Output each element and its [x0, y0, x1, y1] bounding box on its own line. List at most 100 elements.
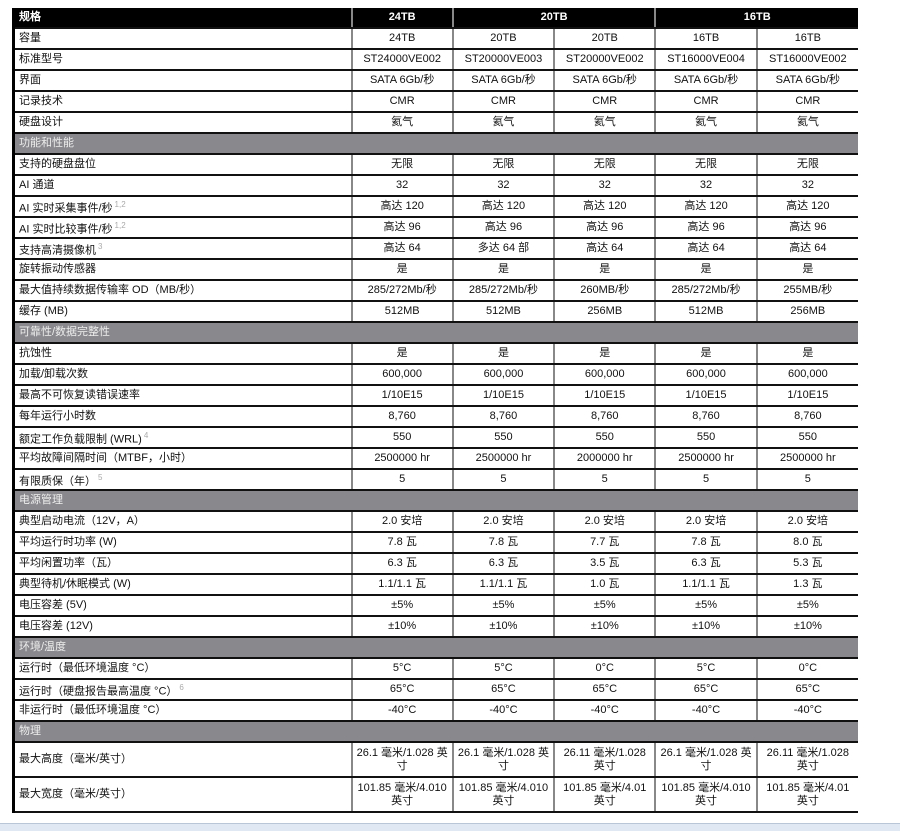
row-label: 加载/卸载次数 — [19, 368, 89, 380]
row-label-cell: 电压容差 (12V) — [13, 616, 352, 638]
row-label: 有限质保（年） — [19, 475, 96, 488]
window-bottom-bar — [0, 823, 900, 831]
table-row: AI 实时采集事件/秒 1,2 高达 120 高达 120 高达 120 高达 120 高达… — [13, 196, 858, 218]
row-label-cell: 支持的硬盘盘位 — [13, 154, 352, 176]
row-value: 无限 — [755, 154, 858, 176]
row-value: ST20000VE003 — [451, 49, 555, 71]
row-label-cell: 标准型号 — [13, 49, 352, 71]
row-label-cell: 容量 — [13, 28, 352, 50]
row-value: 2.0 安培 — [654, 511, 757, 533]
row-label: 典型待机/休眠模式 (W) — [19, 578, 131, 590]
row-value: 550 — [350, 427, 453, 449]
row-value: 255MB/秒 — [755, 280, 858, 302]
row-label: AI 实时比较事件/秒 — [19, 223, 113, 236]
row-value: 无限 — [553, 154, 656, 176]
row-value: 600,000 — [451, 364, 555, 386]
footnote-ref: 1,2 — [114, 220, 126, 230]
table-row: 典型待机/休眠模式 (W) 1.1/1.1 瓦 1.1/1.1 瓦 1.0 瓦 1.1/… — [13, 574, 858, 596]
row-label: 标准型号 — [19, 53, 63, 65]
row-value: 5°C — [350, 658, 453, 680]
row-label: 抗蚀性 — [19, 347, 52, 359]
row-value: 1.1/1.1 瓦 — [654, 574, 757, 596]
row-value: 1.3 瓦 — [755, 574, 858, 596]
row-label: 平均运行时功率 (W) — [19, 536, 117, 548]
footnote-ref: 1,2 — [114, 199, 126, 209]
table-row: 界面 SATA 6Gb/秒 SATA 6Gb/秒 SATA 6Gb/秒 SATA 6Gb… — [13, 70, 858, 92]
row-value: 氦气 — [755, 112, 858, 134]
row-value: 65°C — [350, 679, 453, 701]
row-value: 1/10E15 — [553, 385, 656, 407]
row-value: ±10% — [451, 616, 555, 638]
row-label-cell: 硬盘设计 — [13, 112, 352, 134]
table-row: 硬盘设计 氦气 氦气 氦气 氦气 氦气 — [13, 112, 858, 134]
table-row: 缓存 (MB) 512MB 512MB 256MB 512MB 256MB — [13, 301, 858, 323]
table-row: 电压容差 (12V) ±10% ±10% ±10% ±10% ±10% — [13, 616, 858, 638]
row-label: 旋转振动传感器 — [19, 263, 96, 275]
row-value: 0°C — [553, 658, 656, 680]
table-row: 平均故障间隔时间（MTBF，小时） 2500000 hr 2500000 hr 200… — [13, 448, 858, 470]
row-value: -40°C — [553, 700, 656, 722]
row-value: 是 — [350, 343, 453, 365]
table-row: 最大宽度（毫米/英寸） 101.85 毫米/4.010 英寸 101.85 毫米/4… — [13, 777, 858, 813]
row-value: ±5% — [654, 595, 757, 617]
row-value: 5°C — [451, 658, 555, 680]
row-value: 285/272Mb/秒 — [451, 280, 555, 302]
row-value: CMR — [350, 91, 453, 113]
row-label: 每年运行小时数 — [19, 410, 96, 422]
row-value: 65°C — [451, 679, 555, 701]
row-value: 5°C — [654, 658, 757, 680]
row-value: -40°C — [654, 700, 757, 722]
row-value: 高达 64 — [755, 238, 858, 260]
row-value: 5 — [654, 469, 757, 491]
row-value: 多达 64 部 — [451, 238, 555, 260]
spec-table: 规格 24TB 20TB 16TB 容量 24TB 20TB 20TB 16TB 16TB 标准型号… — [12, 8, 858, 813]
row-value: 1.1/1.1 瓦 — [451, 574, 555, 596]
row-label-cell: 抗蚀性 — [13, 343, 352, 365]
row-value: 16TB — [755, 28, 858, 50]
row-label: 电压容差 (12V) — [19, 620, 93, 632]
row-value: 20TB — [451, 28, 555, 50]
row-value: 7.8 瓦 — [451, 532, 555, 554]
row-value: 5 — [553, 469, 656, 491]
table-row: 非运行时（最低环境温度 °C） -40°C -40°C -40°C -40°C -40°C — [13, 700, 858, 722]
row-value: 是 — [451, 259, 555, 281]
row-label: 最大宽度（毫米/英寸） — [19, 788, 133, 800]
row-value: 600,000 — [755, 364, 858, 386]
row-label-cell: 典型待机/休眠模式 (W) — [13, 574, 352, 596]
row-value: 26.11 毫米/1.028 英寸 — [553, 742, 656, 778]
section-header: 电源管理 — [13, 490, 858, 512]
row-value: 101.85 毫米/4.010 英寸 — [654, 777, 757, 813]
row-label: 容量 — [19, 32, 41, 44]
row-label: 典型启动电流（12V，A） — [19, 515, 145, 527]
row-value: 1.1/1.1 瓦 — [350, 574, 453, 596]
row-value: 2500000 hr — [755, 448, 858, 470]
row-label-cell: 旋转振动传感器 — [13, 259, 352, 281]
row-value: 高达 64 — [350, 238, 453, 260]
row-label-cell: 记录技术 — [13, 91, 352, 113]
row-label-cell: 运行时（硬盘报告最高温度 °C） 6 — [13, 679, 352, 701]
row-value: 高达 120 — [451, 196, 555, 218]
row-value: 7.8 瓦 — [350, 532, 453, 554]
header-capacity-group: 20TB — [451, 8, 656, 29]
row-value: 氦气 — [350, 112, 453, 134]
row-value: 高达 64 — [654, 238, 757, 260]
row-value: ±10% — [755, 616, 858, 638]
row-value: 7.8 瓦 — [654, 532, 757, 554]
footnote-ref: 4 — [143, 430, 149, 440]
row-value: 1/10E15 — [755, 385, 858, 407]
row-value: SATA 6Gb/秒 — [350, 70, 453, 92]
row-value: 256MB — [553, 301, 656, 323]
row-label: 支持高清摄像机 — [19, 244, 96, 257]
table-row: 支持的硬盘盘位 无限 无限 无限 无限 无限 — [13, 154, 858, 176]
row-label: 额定工作负载限制 (WRL) — [19, 433, 142, 446]
row-value: 2.0 安培 — [755, 511, 858, 533]
row-label: 平均故障间隔时间（MTBF，小时） — [19, 452, 192, 464]
row-value: -40°C — [451, 700, 555, 722]
section-header: 环境/温度 — [13, 637, 858, 659]
row-value: 550 — [451, 427, 555, 449]
row-value: 5 — [350, 469, 453, 491]
row-value: 550 — [755, 427, 858, 449]
footnote-ref: 3 — [98, 241, 103, 251]
row-label-cell: 界面 — [13, 70, 352, 92]
table-row: 电压容差 (5V) ±5% ±5% ±5% ±5% ±5% — [13, 595, 858, 617]
